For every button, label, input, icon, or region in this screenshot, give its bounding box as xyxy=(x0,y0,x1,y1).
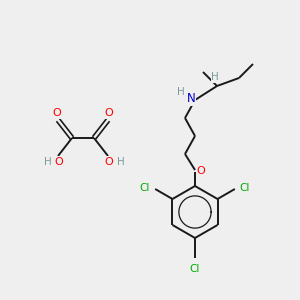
Text: Cl: Cl xyxy=(240,183,250,193)
Text: Cl: Cl xyxy=(190,264,200,274)
Text: H: H xyxy=(44,157,52,167)
Text: H: H xyxy=(177,87,185,97)
Text: O: O xyxy=(196,166,206,176)
Text: N: N xyxy=(187,92,195,106)
Text: H: H xyxy=(211,72,219,82)
Text: Cl: Cl xyxy=(140,183,150,193)
Text: O: O xyxy=(52,108,62,118)
Text: O: O xyxy=(105,157,113,167)
Text: O: O xyxy=(105,108,113,118)
Text: O: O xyxy=(55,157,63,167)
Text: H: H xyxy=(117,157,125,167)
